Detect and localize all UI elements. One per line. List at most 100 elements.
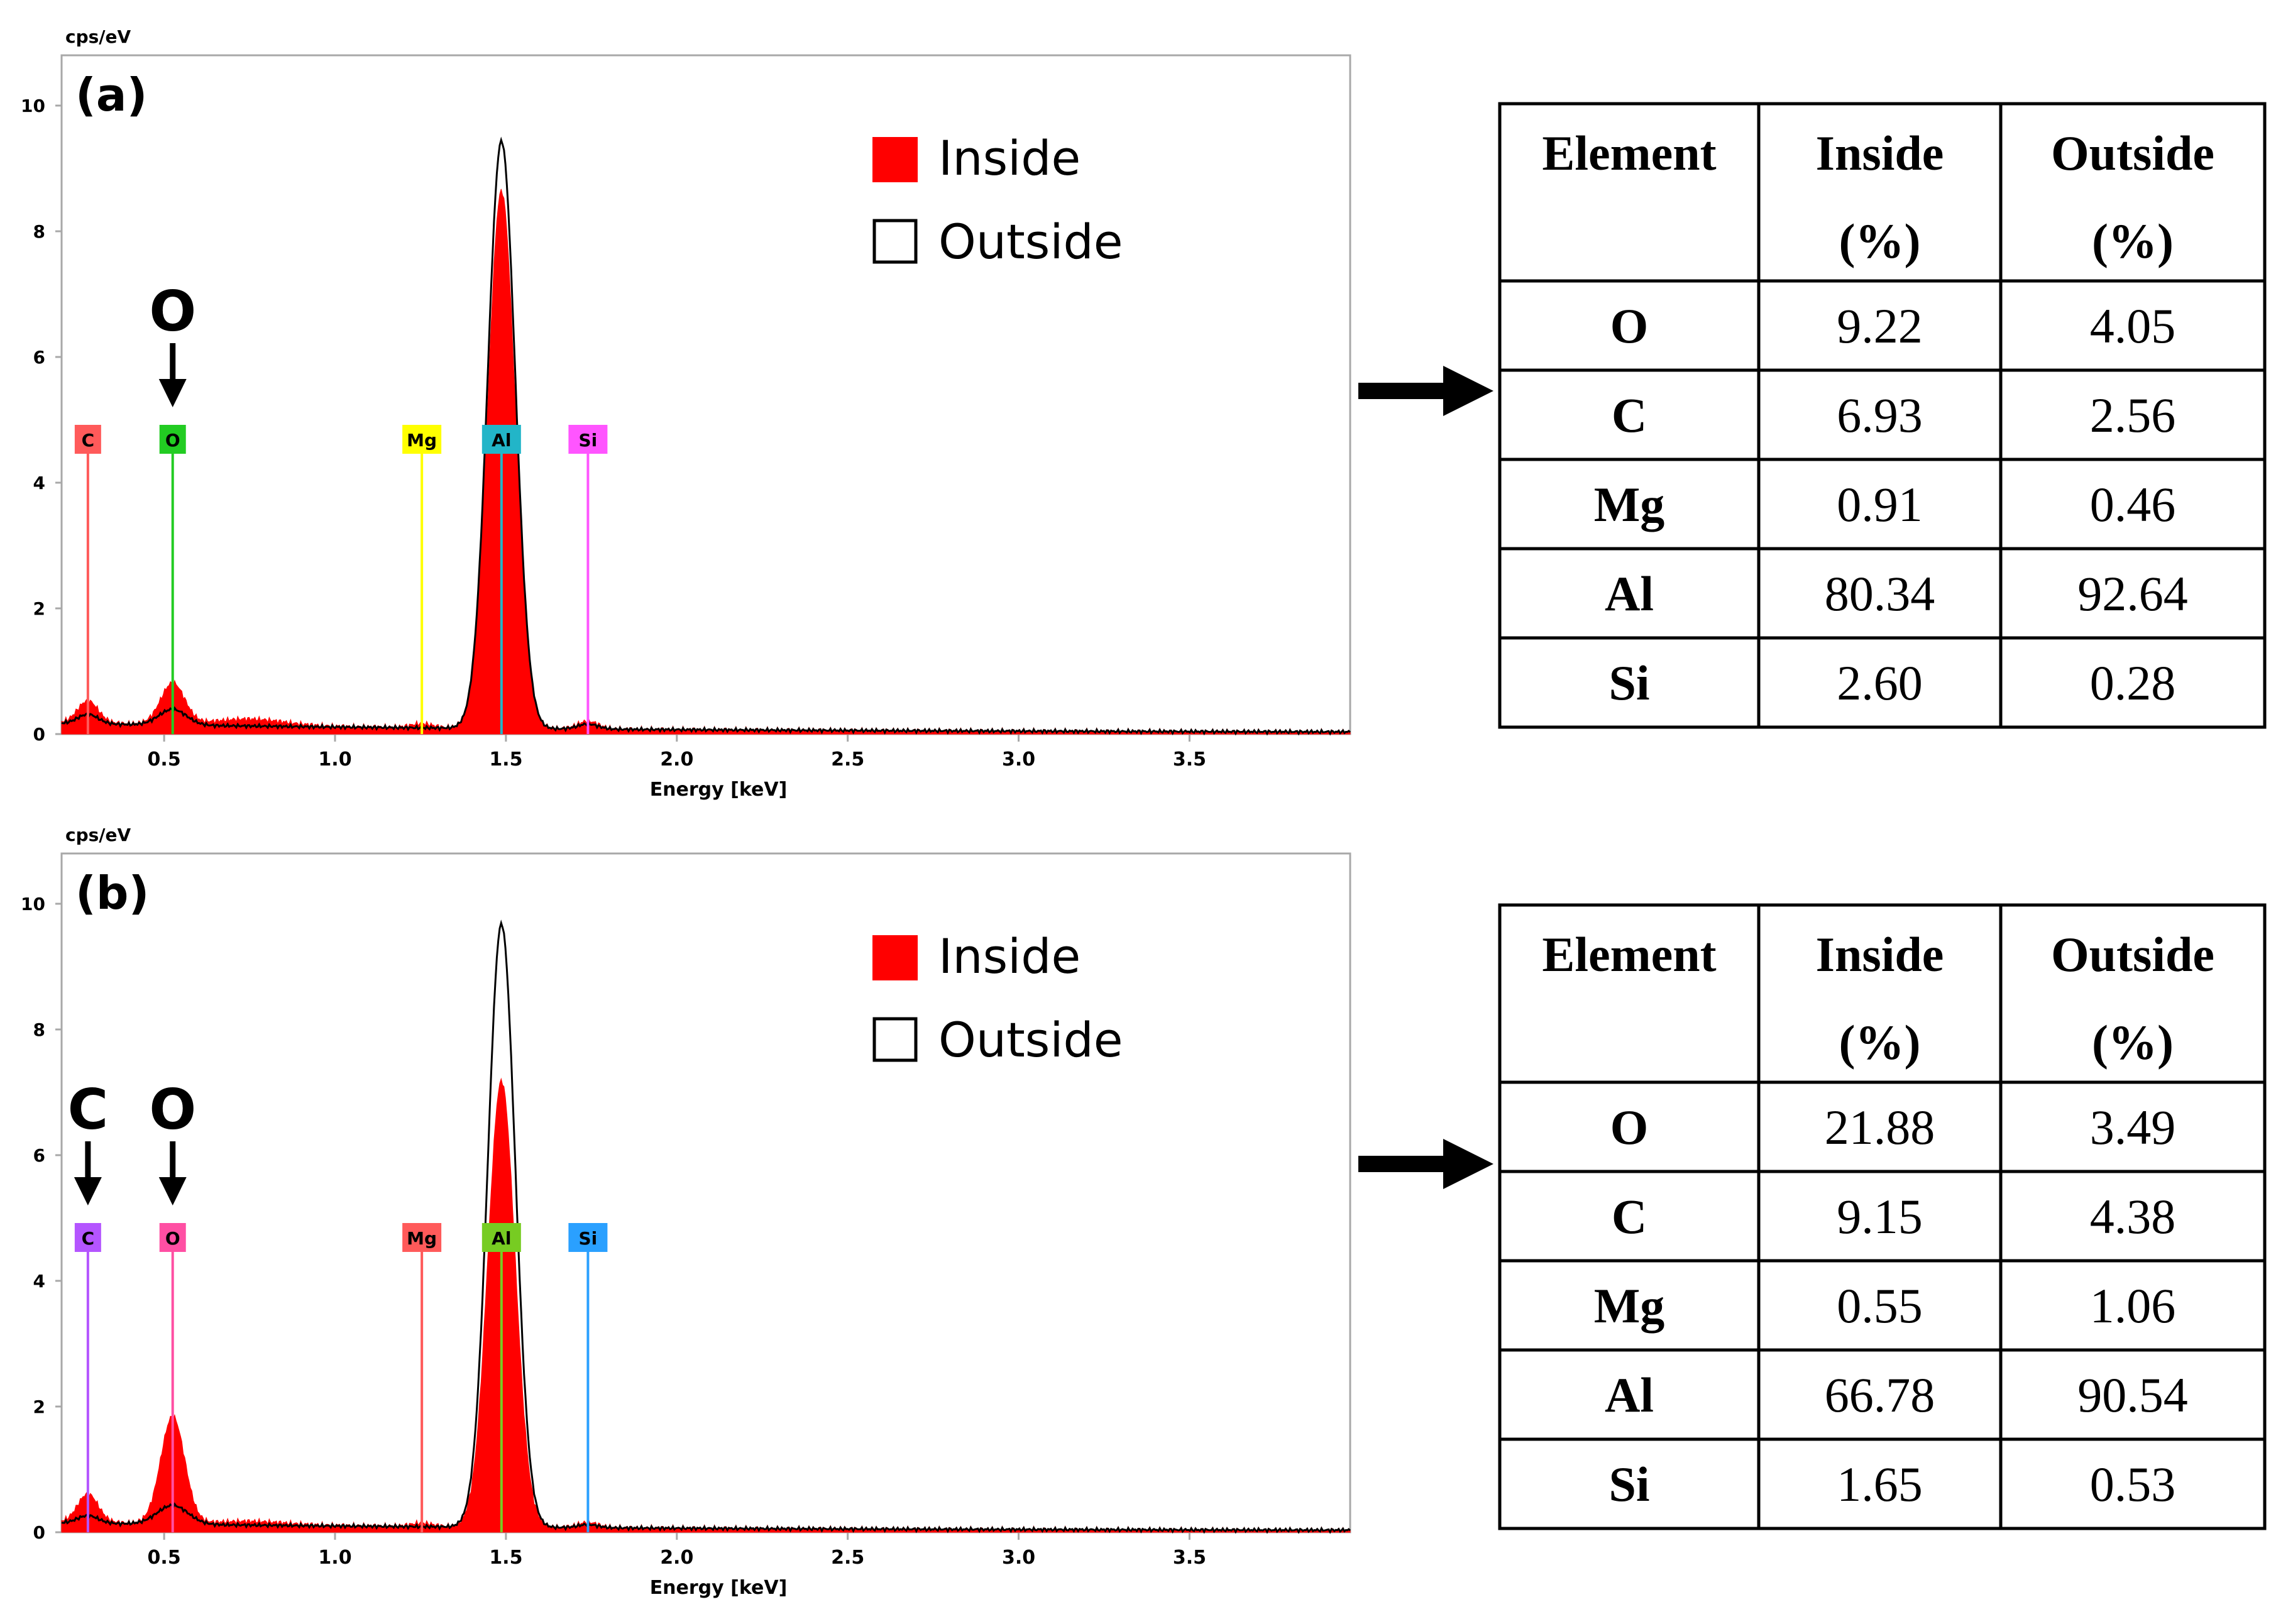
arrow-annotation-label: O	[149, 1077, 196, 1142]
y-tick-label: 10	[21, 96, 45, 116]
y-tick-label: 4	[33, 473, 45, 493]
x-tick-label: 3.5	[1173, 1547, 1206, 1569]
x-tick-label: 3.5	[1173, 749, 1206, 771]
table-value-cell: 0.28	[2090, 656, 2176, 710]
plot-frame	[60, 54, 1351, 735]
table-element-cell: Mg	[1594, 1278, 1665, 1333]
table-header-cell: (%)	[1839, 214, 1921, 268]
table-border	[1498, 903, 2267, 1530]
table-value-cell: 92.64	[2077, 566, 2188, 621]
legend-swatch-inside	[872, 935, 918, 980]
table-value-cell: 1.06	[2090, 1278, 2176, 1333]
element-marker-label: Mg	[407, 430, 437, 451]
x-tick-label: 2.0	[660, 749, 693, 771]
element-marker-label: Al	[492, 430, 511, 451]
table-value-cell: 3.49	[2090, 1100, 2176, 1155]
y-tick-label: 10	[21, 894, 45, 914]
element-marker-tag	[74, 1223, 101, 1252]
composition-table-a: Element Inside (%) Outside (%) O 9.22 4.05 C 6.93…	[1358, 102, 2267, 729]
element-marker-label: Si	[579, 430, 598, 451]
x-tick-label: 1.5	[489, 1547, 522, 1569]
series-inside-area	[61, 189, 1351, 735]
x-tick-label: 1.5	[489, 749, 522, 771]
table-value-cell: 4.38	[2090, 1189, 2176, 1244]
legend-label-outside: Outside	[938, 1012, 1123, 1068]
legend-label-inside: Inside	[938, 130, 1081, 186]
x-axis-label: Energy [keV]	[650, 1577, 788, 1599]
x-tick-label: 3.0	[1002, 749, 1035, 771]
element-marker-label: Mg	[407, 1228, 437, 1249]
spectrum-panel-b: cps/eV 0 2 4 6 8 10 0.5 1.0 1.5 2.0 2.5 3.0 3.5 Energy…	[21, 825, 1351, 1599]
table-element-cell: Si	[1608, 1457, 1649, 1512]
element-marker-tag	[402, 1223, 442, 1252]
table-element-cell: Al	[1605, 1368, 1654, 1422]
legend-swatch-outside	[872, 1017, 918, 1062]
table-border	[1498, 102, 2267, 729]
element-marker-tag	[568, 1223, 608, 1252]
element-marker-tag	[568, 425, 608, 454]
plot-frame	[60, 852, 1351, 1533]
y-tick-label: 4	[33, 1271, 45, 1292]
table-value-cell: 1.65	[1837, 1457, 1923, 1512]
table-value-cell: 2.60	[1837, 656, 1923, 710]
table-value-cell: 66.78	[1825, 1368, 1935, 1422]
arrow-annotation-head	[74, 1177, 102, 1205]
table-value-cell: 0.46	[2090, 477, 2176, 532]
table-element-cell: C	[1612, 1189, 1647, 1244]
element-marker-label: O	[165, 1228, 180, 1249]
table-arrow-head	[1443, 366, 1493, 416]
table-element-cell: O	[1610, 1100, 1649, 1155]
element-marker-tag	[481, 1223, 521, 1252]
y-tick-label: 8	[33, 1019, 45, 1040]
table-header-cell: Outside	[2051, 927, 2214, 982]
arrow-annotation-head	[158, 379, 187, 407]
table-value-cell: 80.34	[1825, 566, 1935, 621]
y-axis-label: cps/eV	[65, 26, 131, 47]
table-value-cell: 6.93	[1837, 388, 1923, 442]
table-header-cell: (%)	[2092, 1015, 2174, 1070]
legend-swatch-outside	[872, 219, 918, 264]
table-element-cell: C	[1612, 388, 1647, 442]
table-header-cell: Element	[1542, 927, 1716, 982]
table-element-cell: O	[1610, 299, 1649, 353]
arrow-annotation-head	[158, 1177, 187, 1205]
table-header-cell: Inside	[1816, 126, 1944, 180]
x-tick-label: 2.5	[831, 1547, 864, 1569]
table-header-cell: Outside	[2051, 126, 2214, 180]
y-tick-label: 8	[33, 221, 45, 242]
table-value-cell: 2.56	[2090, 388, 2176, 442]
table-header-cell: (%)	[2092, 214, 2174, 268]
panel-label: (b)	[75, 867, 149, 919]
table-value-cell: 9.22	[1837, 299, 1923, 353]
element-marker-label: Si	[579, 1228, 598, 1249]
y-tick-label: 0	[33, 724, 45, 745]
table-value-cell: 0.55	[1837, 1278, 1923, 1333]
legend-swatch-inside	[872, 137, 918, 182]
x-tick-label: 3.0	[1002, 1547, 1035, 1569]
x-axis-label: Energy [keV]	[650, 779, 788, 801]
table-arrow-head	[1443, 1139, 1493, 1189]
legend-label-outside: Outside	[938, 214, 1123, 270]
table-header-cell: Element	[1542, 126, 1716, 180]
series-inside-area	[61, 1077, 1351, 1533]
element-marker-label: C	[82, 1228, 95, 1249]
arrow-annotation-label: O	[149, 279, 196, 344]
spectrum-panel-a: cps/eV 0 2 4 6 8 10 0.5 1.0 1.5 2.0 2.5 3.0 3.5 Energy…	[21, 26, 1351, 801]
element-marker-tag	[159, 1223, 186, 1252]
table-value-cell: 21.88	[1825, 1100, 1935, 1155]
panel-label: (a)	[75, 69, 147, 121]
element-marker-tag	[402, 425, 442, 454]
x-tick-label: 2.0	[660, 1547, 693, 1569]
legend-label-inside: Inside	[938, 928, 1081, 984]
table-value-cell: 9.15	[1837, 1189, 1923, 1244]
element-marker-tag	[159, 425, 186, 454]
series-outside-line	[61, 136, 1351, 736]
table-element-cell: Mg	[1594, 477, 1665, 532]
table-element-cell: Si	[1608, 656, 1649, 710]
y-tick-label: 2	[33, 1396, 45, 1417]
table-header-cell: Inside	[1816, 927, 1944, 982]
element-marker-tag	[74, 425, 101, 454]
table-value-cell: 4.05	[2090, 299, 2176, 353]
x-tick-label: 1.0	[318, 749, 351, 771]
